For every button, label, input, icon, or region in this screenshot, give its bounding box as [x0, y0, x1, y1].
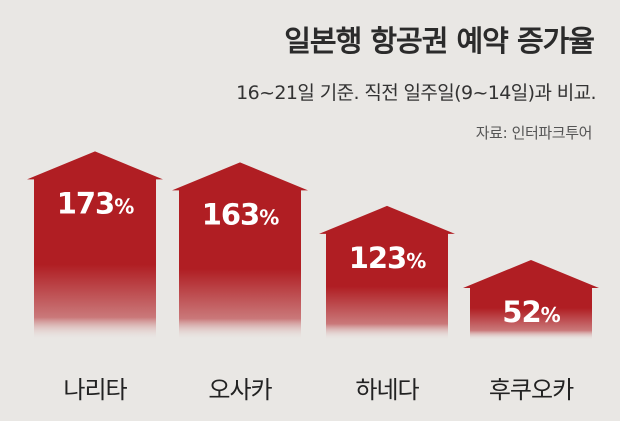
arrow-bar-3 [319, 205, 455, 340]
category-label-3: 하네다 [355, 376, 419, 404]
value-label-2: 163% [202, 197, 280, 231]
chart-subtitle: 16~21일 기준. 직전 일주일(9~14일)과 비교. [236, 82, 596, 104]
arrow-bar-2 [172, 162, 308, 340]
chart-source: 자료: 인터파크투어 [475, 124, 593, 142]
value-label-1: 173% [57, 186, 135, 220]
category-label-1: 나리타 [63, 376, 127, 404]
value-label-4: 52% [502, 295, 560, 329]
arrow-bar-4 [463, 260, 599, 340]
chart-title: 일본행 항공권 예약 증가율 [284, 24, 595, 58]
category-label-4: 후쿠오카 [489, 376, 574, 404]
arrow-bar-1 [27, 151, 163, 340]
value-label-3: 123% [349, 241, 427, 275]
category-label-2: 오사카 [208, 376, 272, 404]
